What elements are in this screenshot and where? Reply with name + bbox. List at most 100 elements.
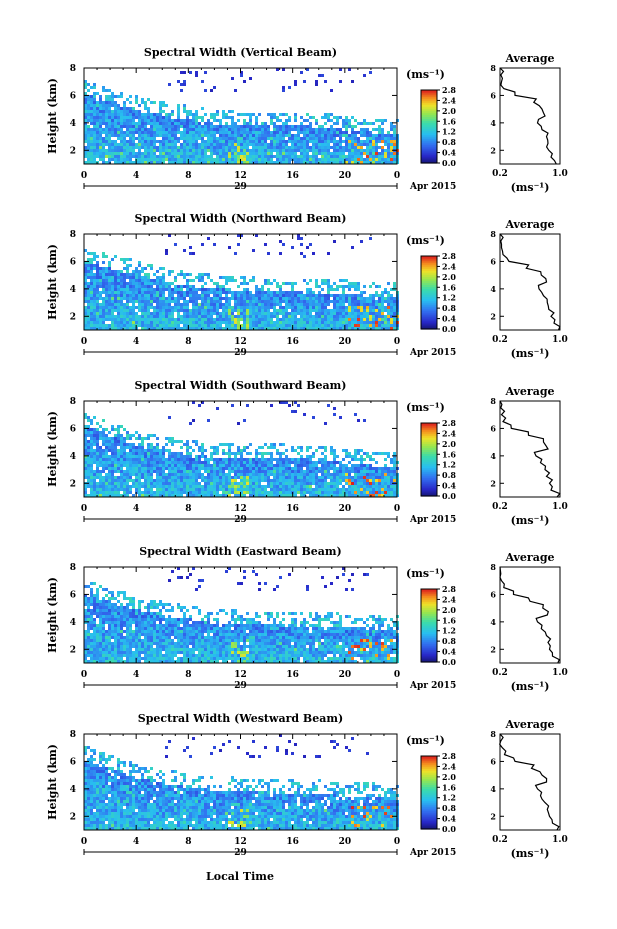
heatmap-cell (282, 309, 285, 312)
heatmap-cell (132, 297, 135, 300)
heatmap-cell (351, 155, 354, 158)
heatmap-cell (282, 137, 285, 140)
heatmap-cell (108, 458, 111, 461)
heatmap-cell (159, 107, 162, 110)
heatmap-cell (207, 315, 210, 318)
heatmap-cell (279, 491, 282, 494)
heatmap-cell (87, 309, 90, 312)
heatmap-cell (297, 155, 300, 158)
heatmap-cell (378, 318, 381, 321)
heatmap-cell (222, 306, 225, 309)
heatmap-cell (114, 104, 117, 107)
heatmap-cell (105, 300, 108, 303)
heatmap-cell (288, 155, 291, 158)
heatmap-cell (123, 461, 126, 464)
heatmap-cell (141, 491, 144, 494)
heatmap-cell (102, 161, 105, 164)
heatmap-cell (351, 125, 354, 128)
heatmap-cell (144, 455, 147, 458)
heatmap-cell (87, 113, 90, 116)
heatmap-cell (282, 89, 285, 92)
heatmap-cell (273, 294, 276, 297)
colorbar-segment (421, 124, 437, 128)
heatmap-cell (147, 443, 150, 446)
heatmap-cell (177, 119, 180, 122)
heatmap-cell (267, 134, 270, 137)
heatmap-cell (198, 279, 201, 282)
heatmap-cell (117, 131, 120, 134)
heatmap-cell (222, 291, 225, 294)
heatmap-cell (96, 485, 99, 488)
heatmap-cell (114, 288, 117, 291)
heatmap-cell (93, 134, 96, 137)
heatmap-cell (201, 140, 204, 143)
heatmap-cell (204, 71, 207, 74)
heatmap-cell (372, 315, 375, 318)
heatmap-cell (210, 470, 213, 473)
date-day-label: 29 (234, 348, 247, 358)
colorbar-segment (421, 136, 437, 140)
heatmap-cell (327, 134, 330, 137)
heatmap-cell (183, 158, 186, 161)
heatmap-cell (336, 149, 339, 152)
heatmap-cell (339, 303, 342, 306)
heatmap-cell (243, 467, 246, 470)
heatmap-cell (114, 297, 117, 300)
heatmap-cell (312, 318, 315, 321)
heatmap-cell (207, 491, 210, 494)
heatmap-cell (84, 431, 87, 434)
heatmap-cell (93, 416, 96, 419)
heatmap-cell (222, 476, 225, 479)
heatmap-cell (372, 294, 375, 297)
heatmap-cell (108, 146, 111, 149)
heatmap-cell (147, 110, 150, 113)
heatmap-cell (99, 149, 102, 152)
heatmap-cell (138, 146, 141, 149)
heatmap-cell (342, 318, 345, 321)
heatmap-cell (291, 318, 294, 321)
heatmap-cell (258, 161, 261, 164)
heatmap-cell (216, 452, 219, 455)
heatmap-cell (168, 149, 171, 152)
heatmap-cell (126, 437, 129, 440)
heatmap-cell (273, 324, 276, 327)
heatmap-cell (177, 140, 180, 143)
heatmap-cell (168, 327, 171, 330)
heatmap-cell (129, 309, 132, 312)
heatmap-cell (240, 161, 243, 164)
heatmap-cell (297, 300, 300, 303)
heatmap-cell (84, 318, 87, 321)
heatmap-cell (219, 324, 222, 327)
heatmap-cell (201, 297, 204, 300)
heatmap-cell (387, 327, 390, 330)
heatmap-cell (294, 297, 297, 300)
heatmap-cell (162, 300, 165, 303)
heatmap-cell (291, 300, 294, 303)
heatmap-cell (96, 282, 99, 285)
heatmap-cell (354, 300, 357, 303)
heatmap-cell (195, 276, 198, 279)
heatmap-cell (87, 273, 90, 276)
heatmap-cell (375, 152, 378, 155)
heatmap-cell (327, 152, 330, 155)
heatmap-cell (264, 155, 267, 158)
heatmap-cell (186, 494, 189, 497)
heatmap-cell (135, 482, 138, 485)
heatmap-cell (381, 152, 384, 155)
heatmap-cell (219, 122, 222, 125)
heatmap-cell (384, 324, 387, 327)
heatmap-cell (237, 119, 240, 122)
heatmap-cell (357, 143, 360, 146)
heatmap-cell (312, 315, 315, 318)
heatmap-cell (276, 149, 279, 152)
heatmap-cell (192, 252, 195, 255)
heatmap-cell (249, 116, 252, 119)
heatmap-cell (156, 158, 159, 161)
heatmap-cell (249, 149, 252, 152)
heatmap-cell (288, 146, 291, 149)
heatmap-cell (228, 446, 231, 449)
heatmap-cell (393, 285, 396, 288)
colorbar-segment (421, 122, 437, 126)
heatmap-cell (243, 137, 246, 140)
colorbar-tick-label: 0.0 (442, 158, 456, 168)
